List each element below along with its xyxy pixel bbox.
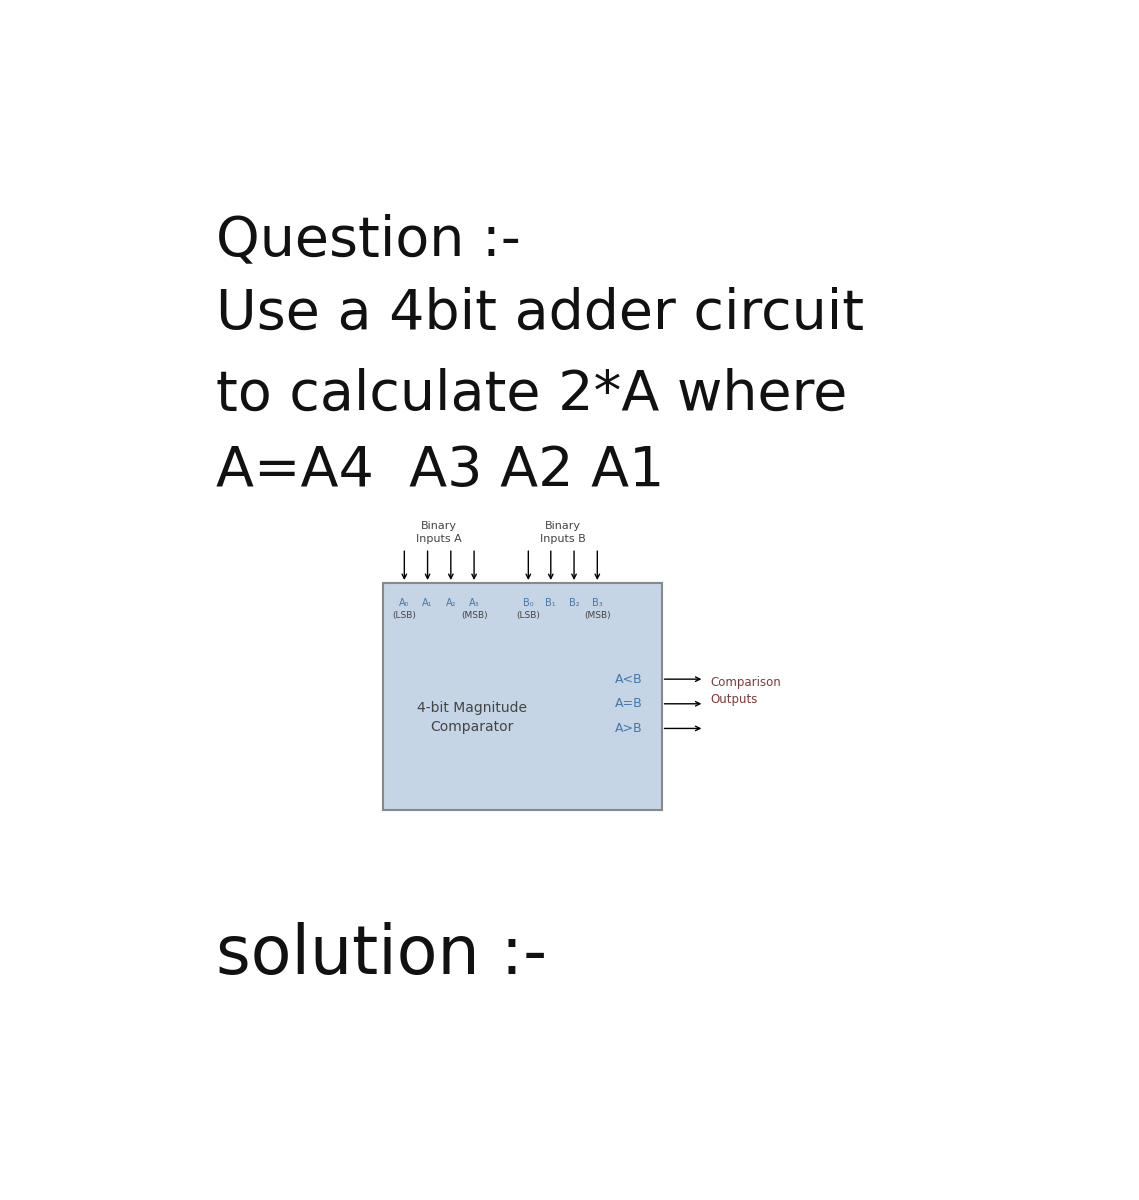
- Text: (MSB): (MSB): [584, 611, 611, 620]
- Text: Binary
Inputs B: Binary Inputs B: [540, 521, 585, 545]
- Text: A₂: A₂: [445, 599, 456, 608]
- Text: solution :-: solution :-: [216, 922, 547, 988]
- Text: Question :-: Question :-: [216, 214, 521, 268]
- Text: Binary
Inputs A: Binary Inputs A: [417, 521, 462, 545]
- Text: Comparator: Comparator: [431, 720, 514, 734]
- Bar: [383, 583, 662, 810]
- Text: (LSB): (LSB): [516, 611, 540, 620]
- Text: A=A4  A3 A2 A1: A=A4 A3 A2 A1: [216, 444, 664, 498]
- Text: A₁: A₁: [423, 599, 433, 608]
- Text: A>B: A>B: [615, 722, 642, 734]
- Text: B₂: B₂: [568, 599, 580, 608]
- Text: A<B: A<B: [615, 673, 642, 685]
- Text: Comparison
Outputs: Comparison Outputs: [711, 677, 781, 707]
- Text: to calculate 2*A where: to calculate 2*A where: [216, 367, 847, 421]
- Text: (MSB): (MSB): [461, 611, 487, 620]
- Text: A₀: A₀: [399, 599, 410, 608]
- Text: 4-bit Magnitude: 4-bit Magnitude: [417, 701, 526, 715]
- Text: A₃: A₃: [469, 599, 480, 608]
- Text: A=B: A=B: [615, 697, 642, 710]
- Text: B₃: B₃: [592, 599, 603, 608]
- Text: (LSB): (LSB): [393, 611, 416, 620]
- Text: B₁: B₁: [546, 599, 556, 608]
- Text: B₀: B₀: [523, 599, 534, 608]
- Text: Use a 4bit adder circuit: Use a 4bit adder circuit: [216, 287, 865, 341]
